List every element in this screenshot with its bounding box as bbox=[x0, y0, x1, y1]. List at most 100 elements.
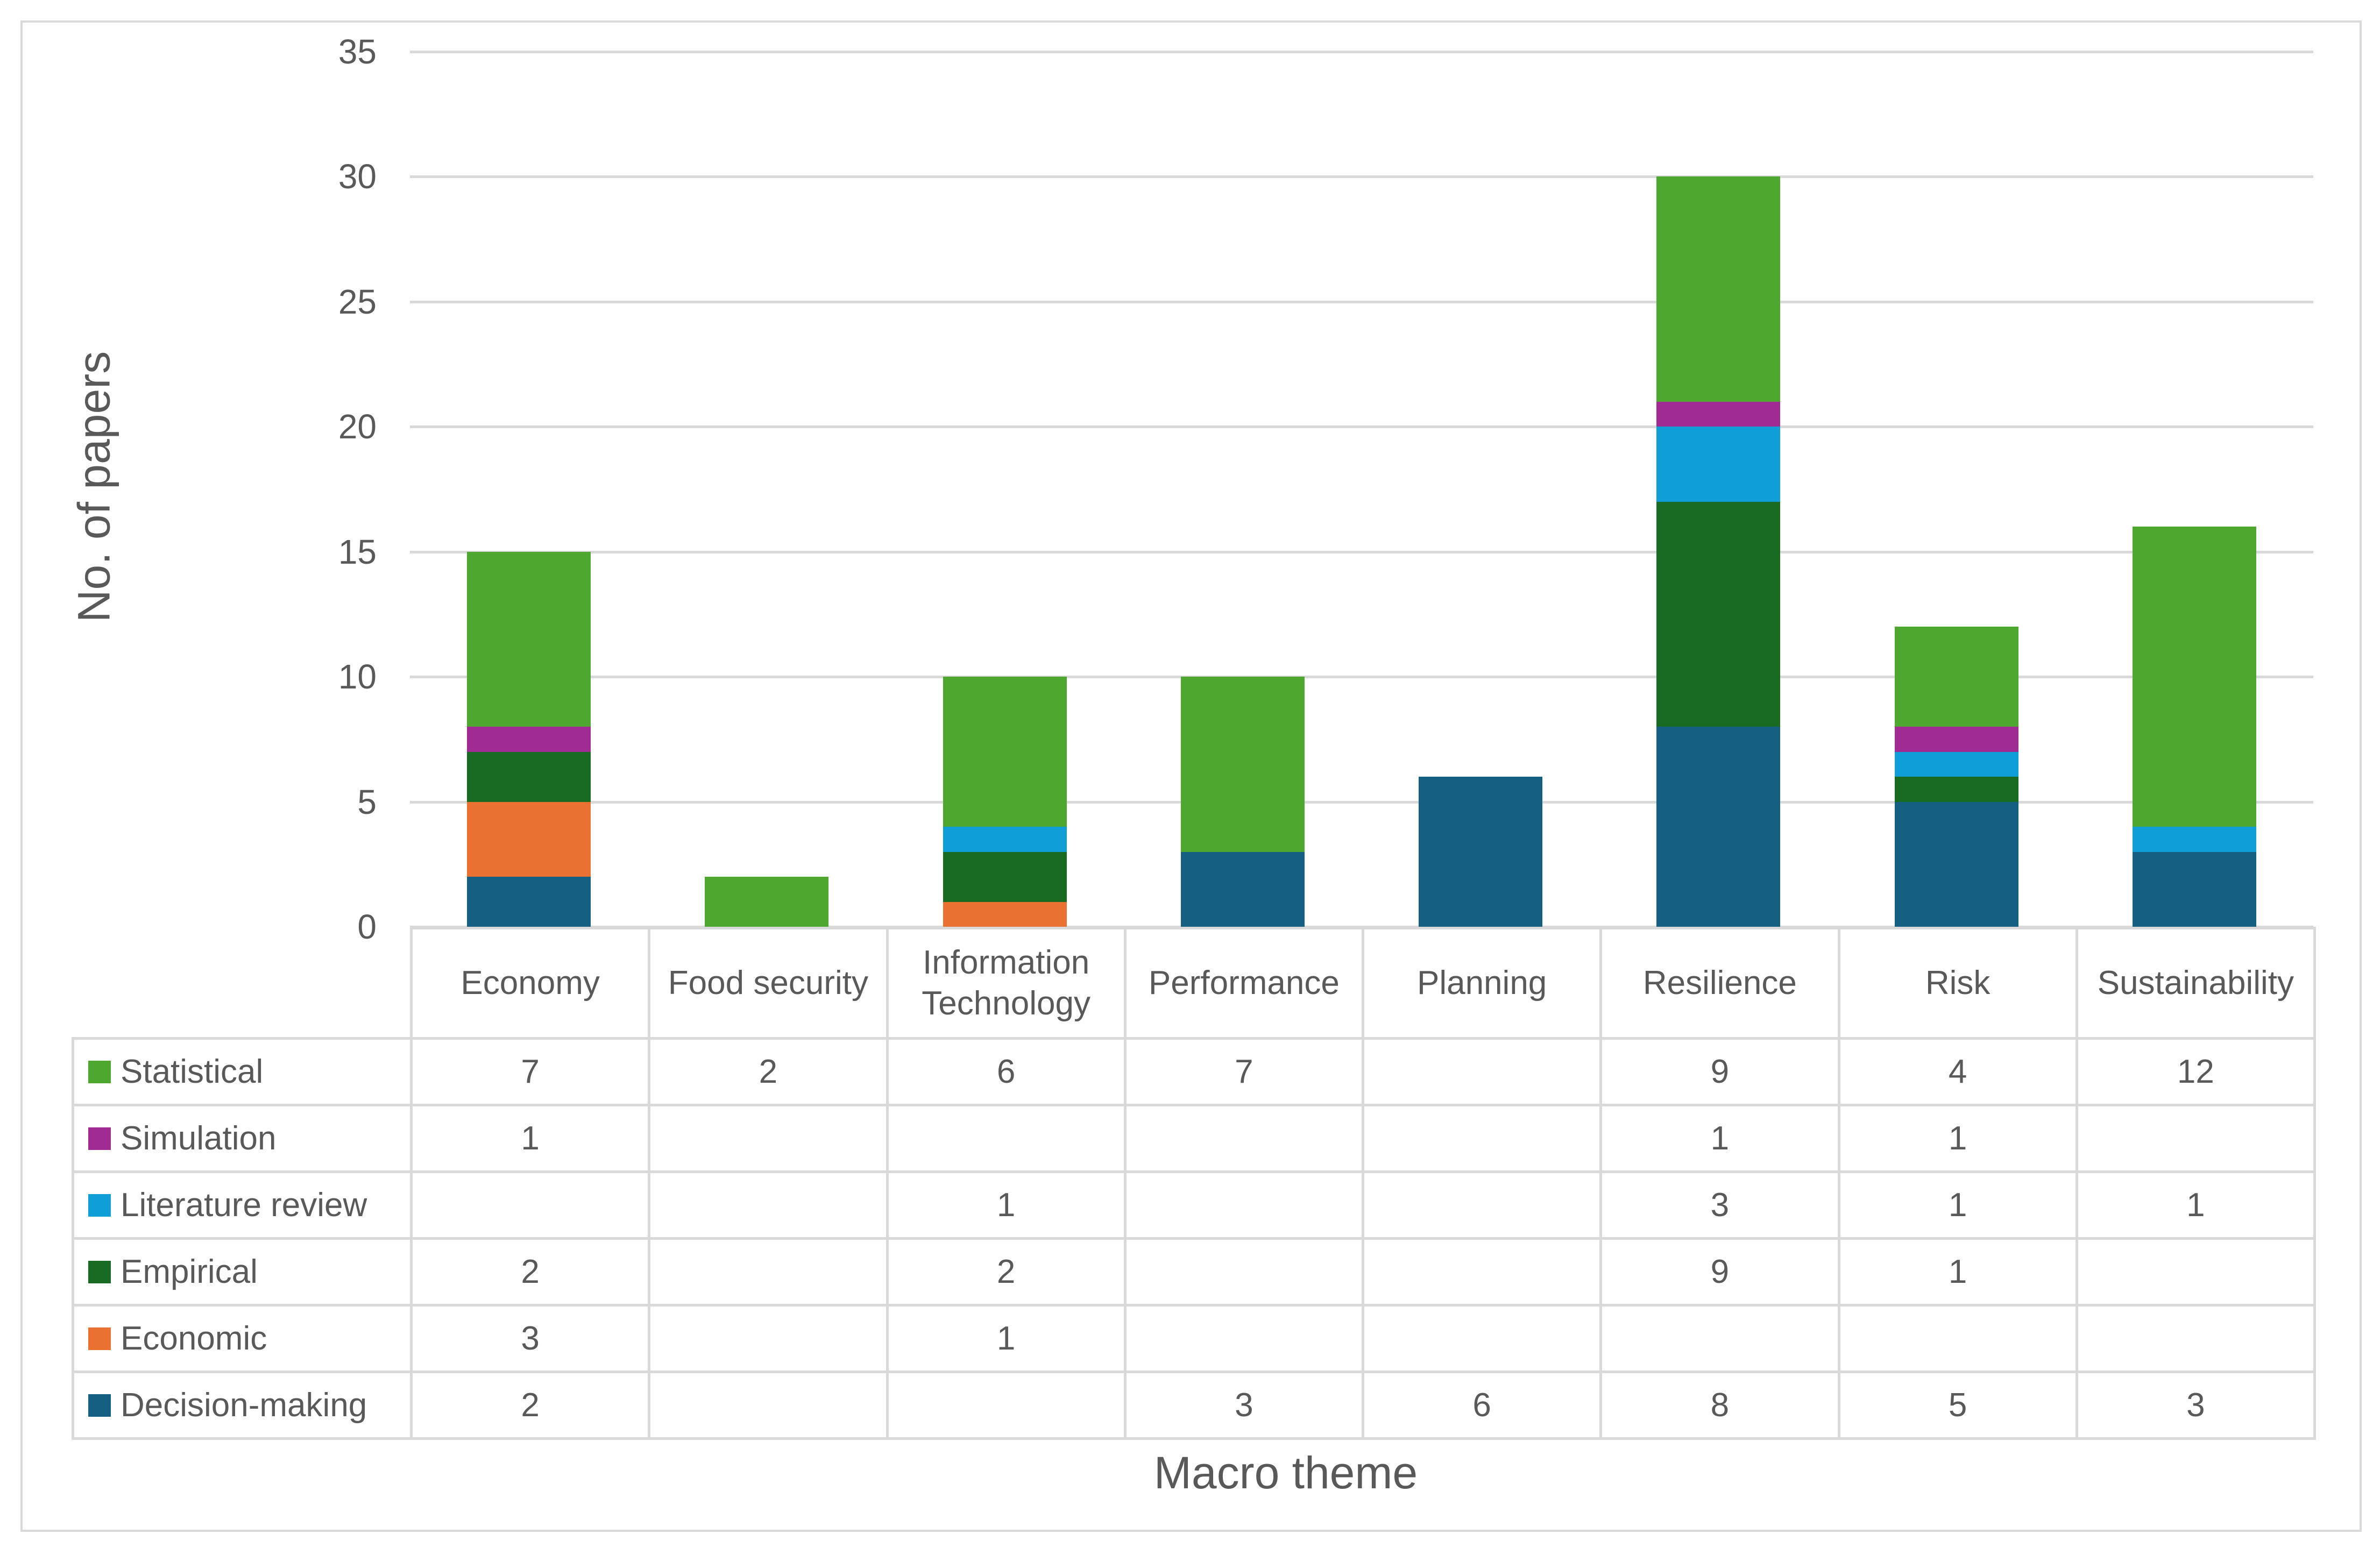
legend-swatch-simulation bbox=[88, 1127, 111, 1150]
value-cell-food-security-decision-making bbox=[648, 1371, 889, 1440]
value-cell-resilience-economic bbox=[1599, 1304, 1840, 1373]
legend-swatch-economic bbox=[88, 1327, 111, 1350]
gridline-35 bbox=[410, 50, 2313, 53]
gridline-5 bbox=[410, 800, 2313, 804]
column-header-information-technology: Information Technology bbox=[886, 927, 1127, 1040]
value-cell-sustainability-empirical bbox=[2075, 1237, 2317, 1306]
bar-segment-sustainability-literature-review bbox=[2132, 827, 2256, 852]
column-header-planning: Planning bbox=[1361, 927, 1603, 1040]
table-row-simulation: Simulation 1 1 1 bbox=[72, 1104, 2317, 1173]
value-cell-sustainability-decision-making: 3 bbox=[2075, 1371, 2317, 1440]
value-cell-resilience-literature-review: 3 bbox=[1599, 1170, 1840, 1240]
bar-segment-risk-statistical bbox=[1894, 627, 2018, 727]
value-cell-food-security-literature-review bbox=[648, 1170, 889, 1240]
value-cell-risk-simulation: 1 bbox=[1837, 1104, 2078, 1173]
value-cell-planning-decision-making: 6 bbox=[1361, 1371, 1603, 1440]
value-cell-planning-empirical bbox=[1361, 1237, 1603, 1306]
value-cell-performance-simulation bbox=[1123, 1104, 1365, 1173]
bar-segment-risk-empirical bbox=[1894, 777, 2018, 802]
bar-segment-risk-simulation bbox=[1894, 727, 2018, 752]
bar-segment-economy-economic bbox=[467, 801, 591, 877]
legend-cell-decision-making: Decision-making bbox=[72, 1371, 413, 1440]
value-cell-risk-decision-making: 5 bbox=[1837, 1371, 2078, 1440]
gridline-20 bbox=[410, 425, 2313, 428]
legend-swatch-decision-making bbox=[88, 1394, 111, 1417]
legend-label: Decision-making bbox=[121, 1387, 367, 1424]
table-row-empirical: Empirical 2 2 9 1 bbox=[72, 1237, 2317, 1306]
bar-segment-economy-empirical bbox=[467, 751, 591, 802]
value-cell-planning-economic bbox=[1361, 1304, 1603, 1373]
bar-segment-performance-decision-making bbox=[1180, 851, 1305, 927]
bar-segment-sustainability-statistical bbox=[2132, 527, 2256, 827]
y-tick-label-35: 35 bbox=[338, 32, 377, 71]
value-cell-risk-statistical: 4 bbox=[1837, 1037, 2078, 1106]
table-corner-cell bbox=[73, 928, 412, 1039]
value-cell-planning-simulation bbox=[1361, 1104, 1603, 1173]
value-cell-planning-literature-review bbox=[1361, 1170, 1603, 1240]
bar-segment-risk-decision-making bbox=[1894, 801, 2018, 927]
value-cell-resilience-empirical: 9 bbox=[1599, 1237, 1840, 1306]
table-row-literature-review: Literature review 1 3 1 1 bbox=[72, 1170, 2317, 1240]
bar-segment-resilience-literature-review bbox=[1656, 427, 1781, 502]
table-row-economic: Economic 3 1 bbox=[72, 1304, 2317, 1373]
value-cell-sustainability-statistical: 12 bbox=[2075, 1037, 2317, 1106]
bar-segment-information-technology-literature-review bbox=[943, 827, 1067, 852]
value-cell-resilience-decision-making: 8 bbox=[1599, 1371, 1840, 1440]
bar-segment-resilience-statistical bbox=[1656, 176, 1781, 402]
value-cell-planning-statistical bbox=[1361, 1037, 1603, 1106]
bar-segment-economy-decision-making bbox=[467, 877, 591, 927]
gridline-0 bbox=[410, 926, 2313, 928]
column-header-risk: Risk bbox=[1837, 927, 2078, 1040]
bar-segment-resilience-empirical bbox=[1656, 501, 1781, 727]
legend-swatch-statistical bbox=[88, 1060, 111, 1083]
value-cell-risk-empirical: 1 bbox=[1837, 1237, 2078, 1306]
value-cell-food-security-economic bbox=[648, 1304, 889, 1373]
value-cell-performance-literature-review bbox=[1123, 1170, 1365, 1240]
bar-segment-sustainability-decision-making bbox=[2132, 851, 2256, 927]
value-cell-economy-simulation: 1 bbox=[409, 1104, 651, 1173]
column-header-food-security: Food security bbox=[648, 927, 889, 1040]
data-table: Economy Food security Information Technolo… bbox=[72, 927, 2317, 1440]
column-header-economy: Economy bbox=[409, 927, 651, 1040]
value-cell-risk-literature-review: 1 bbox=[1837, 1170, 2078, 1240]
value-cell-economy-statistical: 7 bbox=[409, 1037, 651, 1106]
value-cell-sustainability-literature-review: 1 bbox=[2075, 1170, 2317, 1240]
y-tick-label-10: 10 bbox=[338, 657, 377, 696]
legend-cell-statistical: Statistical bbox=[72, 1037, 413, 1106]
value-cell-food-security-statistical: 2 bbox=[648, 1037, 889, 1106]
value-cell-performance-economic bbox=[1123, 1304, 1365, 1373]
value-cell-sustainability-economic bbox=[2075, 1304, 2317, 1373]
value-cell-information-technology-economic: 1 bbox=[886, 1304, 1127, 1373]
y-tick-label-25: 25 bbox=[338, 282, 377, 321]
legend-label: Simulation bbox=[121, 1120, 277, 1157]
x-axis-title: Macro theme bbox=[1153, 1447, 1418, 1498]
legend-label: Economic bbox=[121, 1320, 267, 1357]
value-cell-sustainability-simulation bbox=[2075, 1104, 2317, 1173]
bar-segment-resilience-simulation bbox=[1656, 401, 1781, 427]
value-cell-food-security-simulation bbox=[648, 1104, 889, 1173]
bar-segment-information-technology-statistical bbox=[943, 677, 1067, 827]
table-row-statistical: Statistical 7 2 6 7 9 4 12 bbox=[72, 1037, 2317, 1106]
gridline-10 bbox=[410, 676, 2313, 678]
legend-label: Empirical bbox=[121, 1253, 258, 1290]
value-cell-food-security-empirical bbox=[648, 1237, 889, 1306]
legend-cell-simulation: Simulation bbox=[72, 1104, 413, 1173]
value-cell-risk-economic bbox=[1837, 1304, 2078, 1373]
value-cell-performance-statistical: 7 bbox=[1123, 1037, 1365, 1106]
column-header-resilience: Resilience bbox=[1599, 927, 1840, 1040]
y-tick-label-5: 5 bbox=[357, 782, 377, 821]
table-header-row: Economy Food security Information Technolo… bbox=[73, 927, 2317, 1040]
legend-swatch-empirical bbox=[88, 1260, 111, 1283]
legend-label: Literature review bbox=[121, 1187, 367, 1224]
column-header-sustainability: Sustainability bbox=[2075, 927, 2317, 1040]
value-cell-information-technology-simulation bbox=[886, 1104, 1127, 1173]
legend-cell-literature-review: Literature review bbox=[72, 1170, 413, 1240]
value-cell-resilience-statistical: 9 bbox=[1599, 1037, 1840, 1106]
value-cell-resilience-simulation: 1 bbox=[1599, 1104, 1840, 1173]
gridline-25 bbox=[410, 300, 2313, 303]
legend-cell-economic: Economic bbox=[72, 1304, 413, 1373]
bar-segment-performance-statistical bbox=[1180, 677, 1305, 852]
legend-label: Statistical bbox=[121, 1053, 264, 1090]
value-cell-information-technology-literature-review: 1 bbox=[886, 1170, 1127, 1240]
bar-segment-economy-statistical bbox=[467, 551, 591, 727]
